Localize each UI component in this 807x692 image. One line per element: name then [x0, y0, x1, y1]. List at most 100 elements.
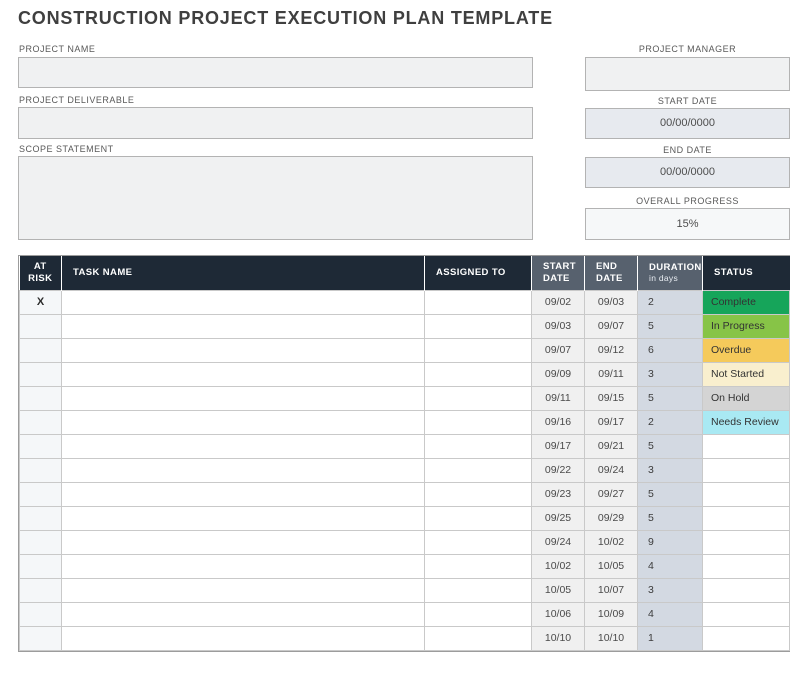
status-cell[interactable] — [702, 457, 790, 483]
start-date-cell[interactable]: 09/22 — [531, 457, 585, 483]
end-date-cell[interactable]: 10/02 — [584, 529, 638, 555]
task-name-cell[interactable] — [61, 625, 425, 651]
end-date-cell[interactable]: 09/17 — [584, 409, 638, 435]
status-cell[interactable] — [702, 481, 790, 507]
at-risk-cell[interactable] — [19, 505, 62, 531]
duration-cell[interactable]: 5 — [637, 481, 703, 507]
status-cell[interactable]: Needs Review — [702, 409, 790, 435]
at-risk-cell[interactable] — [19, 601, 62, 627]
status-cell[interactable]: Overdue — [702, 337, 790, 363]
duration-cell[interactable]: 1 — [637, 625, 703, 651]
duration-cell[interactable]: 4 — [637, 601, 703, 627]
end-date-cell[interactable]: 09/07 — [584, 313, 638, 339]
duration-cell[interactable]: 2 — [637, 409, 703, 435]
task-name-cell[interactable] — [61, 385, 425, 411]
status-cell[interactable] — [702, 433, 790, 459]
task-name-cell[interactable] — [61, 577, 425, 603]
status-cell[interactable] — [702, 553, 790, 579]
task-name-cell[interactable] — [61, 289, 425, 315]
task-name-cell[interactable] — [61, 361, 425, 387]
duration-cell[interactable]: 3 — [637, 577, 703, 603]
task-name-cell[interactable] — [61, 313, 425, 339]
task-name-cell[interactable] — [61, 481, 425, 507]
at-risk-cell[interactable] — [19, 577, 62, 603]
task-name-cell[interactable] — [61, 409, 425, 435]
assigned-to-cell[interactable] — [424, 409, 532, 435]
task-name-cell[interactable] — [61, 337, 425, 363]
at-risk-cell[interactable] — [19, 553, 62, 579]
at-risk-cell[interactable] — [19, 409, 62, 435]
assigned-to-cell[interactable] — [424, 529, 532, 555]
start-date-cell[interactable]: 09/02 — [531, 289, 585, 315]
end-date-cell[interactable]: 10/09 — [584, 601, 638, 627]
at-risk-cell[interactable] — [19, 313, 62, 339]
start-date-cell[interactable]: 09/07 — [531, 337, 585, 363]
task-name-cell[interactable] — [61, 601, 425, 627]
start-date-cell[interactable]: 09/24 — [531, 529, 585, 555]
end-date-cell[interactable]: 09/11 — [584, 361, 638, 387]
end-date-cell[interactable]: 10/10 — [584, 625, 638, 651]
status-cell[interactable] — [702, 601, 790, 627]
status-cell[interactable]: In Progress — [702, 313, 790, 339]
at-risk-cell[interactable]: X — [19, 289, 62, 315]
at-risk-cell[interactable] — [19, 529, 62, 555]
assigned-to-cell[interactable] — [424, 601, 532, 627]
task-name-cell[interactable] — [61, 457, 425, 483]
assigned-to-cell[interactable] — [424, 505, 532, 531]
end-date-cell[interactable]: 09/21 — [584, 433, 638, 459]
start-date-cell[interactable]: 10/05 — [531, 577, 585, 603]
task-name-cell[interactable] — [61, 505, 425, 531]
assigned-to-cell[interactable] — [424, 385, 532, 411]
end-date-cell[interactable]: 10/07 — [584, 577, 638, 603]
status-cell[interactable] — [702, 505, 790, 531]
assigned-to-cell[interactable] — [424, 553, 532, 579]
project-manager-field[interactable] — [585, 57, 790, 91]
duration-cell[interactable]: 6 — [637, 337, 703, 363]
end-date-cell[interactable]: 09/12 — [584, 337, 638, 363]
status-cell[interactable] — [702, 577, 790, 603]
assigned-to-cell[interactable] — [424, 577, 532, 603]
assigned-to-cell[interactable] — [424, 433, 532, 459]
duration-cell[interactable]: 9 — [637, 529, 703, 555]
at-risk-cell[interactable] — [19, 433, 62, 459]
at-risk-cell[interactable] — [19, 337, 62, 363]
end-date-cell[interactable]: 09/29 — [584, 505, 638, 531]
end-date-cell[interactable]: 09/03 — [584, 289, 638, 315]
start-date-field[interactable]: 00/00/0000 — [585, 108, 790, 139]
project-deliverable-field[interactable] — [18, 107, 533, 139]
end-date-cell[interactable]: 10/05 — [584, 553, 638, 579]
status-cell[interactable] — [702, 625, 790, 651]
start-date-cell[interactable]: 10/06 — [531, 601, 585, 627]
task-name-cell[interactable] — [61, 529, 425, 555]
end-date-cell[interactable]: 09/27 — [584, 481, 638, 507]
at-risk-cell[interactable] — [19, 481, 62, 507]
duration-cell[interactable]: 5 — [637, 385, 703, 411]
task-name-cell[interactable] — [61, 433, 425, 459]
status-cell[interactable]: Not Started — [702, 361, 790, 387]
assigned-to-cell[interactable] — [424, 457, 532, 483]
start-date-cell[interactable]: 10/10 — [531, 625, 585, 651]
start-date-cell[interactable]: 09/23 — [531, 481, 585, 507]
scope-statement-field[interactable] — [18, 156, 533, 240]
overall-progress-field[interactable]: 15% — [585, 208, 790, 240]
at-risk-cell[interactable] — [19, 361, 62, 387]
assigned-to-cell[interactable] — [424, 361, 532, 387]
duration-cell[interactable]: 3 — [637, 457, 703, 483]
start-date-cell[interactable]: 09/25 — [531, 505, 585, 531]
duration-cell[interactable]: 4 — [637, 553, 703, 579]
start-date-cell[interactable]: 09/09 — [531, 361, 585, 387]
at-risk-cell[interactable] — [19, 625, 62, 651]
status-cell[interactable]: Complete — [702, 289, 790, 315]
task-name-cell[interactable] — [61, 553, 425, 579]
status-cell[interactable]: On Hold — [702, 385, 790, 411]
project-name-field[interactable] — [18, 57, 533, 88]
assigned-to-cell[interactable] — [424, 481, 532, 507]
start-date-cell[interactable]: 09/17 — [531, 433, 585, 459]
start-date-cell[interactable]: 09/16 — [531, 409, 585, 435]
assigned-to-cell[interactable] — [424, 289, 532, 315]
duration-cell[interactable]: 5 — [637, 313, 703, 339]
end-date-field[interactable]: 00/00/0000 — [585, 157, 790, 188]
end-date-cell[interactable]: 09/15 — [584, 385, 638, 411]
at-risk-cell[interactable] — [19, 457, 62, 483]
assigned-to-cell[interactable] — [424, 337, 532, 363]
